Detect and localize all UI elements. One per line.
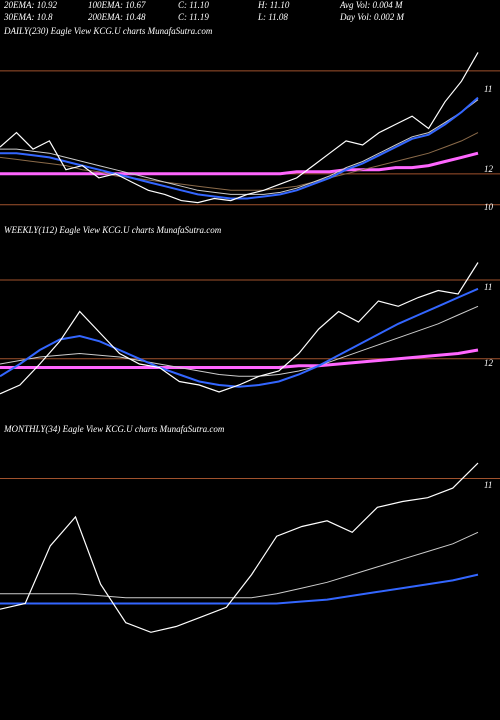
stat-label: 30EMA: 10.8 [3, 12, 53, 22]
price-line [0, 96, 479, 200]
price-line [0, 531, 479, 599]
stat-label: L: 11.08 [257, 12, 288, 22]
price-line [0, 348, 479, 369]
price-line [0, 573, 479, 605]
price-line [0, 52, 479, 204]
level-label: 11 [484, 282, 492, 292]
price-line [0, 305, 479, 377]
panel-title: WEEKLY(112) Eagle View KCG.U charts Muna… [4, 225, 222, 235]
stat-label: C: 11.10 [178, 0, 209, 10]
price-line [0, 287, 479, 388]
panel-title: MONTHLY(34) Eagle View KCG.U charts Muna… [3, 424, 225, 434]
level-label: 10 [484, 202, 494, 212]
price-line [0, 99, 479, 195]
price-line [0, 262, 479, 395]
level-label: 11 [484, 84, 492, 94]
stat-label: 20EMA: 10.92 [4, 0, 57, 10]
stat-label: Avg Vol: 0.004 M [339, 0, 403, 10]
stat-label: 200EMA: 10.48 [88, 12, 146, 22]
stat-label: Day Vol: 0.002 M [339, 12, 404, 22]
panel-title: DAILY(230) Eagle View KCG.U charts Munaf… [3, 26, 213, 36]
stat-label: H: 11.10 [257, 0, 290, 10]
price-line [0, 132, 479, 191]
price-line [0, 151, 479, 176]
stat-label: 100EMA: 10.67 [88, 0, 146, 10]
level-label: 11 [484, 480, 492, 490]
level-label: 12 [484, 358, 494, 368]
level-label: 12 [484, 164, 494, 174]
price-line [0, 462, 479, 633]
stat-label: C: 11.19 [178, 12, 209, 22]
